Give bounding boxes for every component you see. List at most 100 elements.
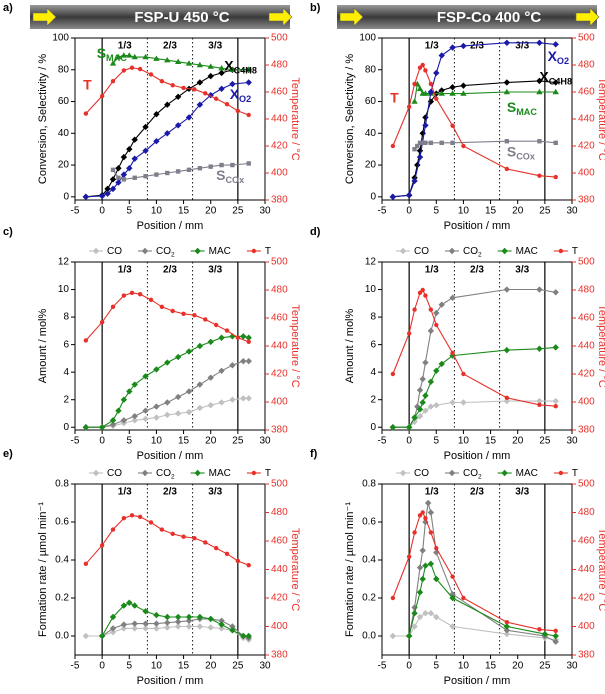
data-point (536, 286, 543, 293)
y2-axis-title: Temperature / °C (596, 528, 605, 611)
data-point (433, 549, 440, 556)
y2-tick-label: 440 (271, 114, 288, 125)
x-tick-label: 25 (232, 436, 244, 447)
data-point (185, 60, 193, 66)
legend-label: T (265, 468, 271, 479)
data-point (131, 602, 138, 609)
data-point (121, 293, 127, 298)
data-point (229, 396, 236, 403)
x-tick-label: 5 (434, 436, 440, 447)
y-tick-label: 2 (63, 394, 69, 405)
data-point (181, 311, 186, 317)
data-point (109, 185, 117, 193)
data-point (174, 618, 182, 625)
x-tick-label: 10 (458, 661, 470, 672)
data-point (422, 359, 429, 366)
data-point (196, 342, 204, 350)
data-point (109, 613, 117, 621)
series-label-main: S (507, 99, 516, 115)
x-tick-label: 5 (434, 206, 440, 217)
legend-label-main: CO (107, 468, 122, 479)
banner (30, 5, 290, 29)
y-tick-label: 12 (365, 257, 377, 268)
data-point (552, 397, 559, 405)
data-point (153, 620, 160, 627)
data-point (422, 122, 429, 129)
data-point (424, 499, 432, 507)
series-label-main: X (224, 57, 234, 73)
data-point (438, 360, 445, 368)
data-point (460, 399, 467, 406)
x-tick-label: 20 (512, 661, 524, 672)
y2-tick-label: 400 (271, 168, 288, 179)
series-label-sub: O2 (557, 56, 569, 66)
x-axis-title: Position / mm (444, 675, 511, 687)
x-axis-title: Position / mm (444, 450, 511, 462)
x-tick-label: 30 (259, 436, 271, 447)
data-point (82, 193, 90, 201)
y-tick-label: 0.2 (55, 593, 69, 604)
x-tick-label: -5 (71, 436, 80, 447)
x-tick-label: 30 (566, 206, 578, 217)
data-point (412, 307, 417, 312)
series-label-main: X (539, 68, 549, 84)
data-point (460, 42, 467, 50)
y2-tick-label: 380 (271, 425, 288, 436)
data-point (153, 414, 160, 421)
legend-label-main: MAC (516, 246, 538, 257)
x-tick-label: 5 (434, 661, 440, 672)
series-label-sub: COx (516, 152, 535, 162)
data-point (229, 623, 236, 630)
data-point (416, 406, 424, 413)
data-point (433, 309, 440, 317)
y2-tick-label: 380 (271, 650, 288, 661)
data-point (536, 39, 543, 46)
data-point (240, 333, 247, 340)
data-point (131, 625, 138, 632)
data-point (423, 68, 428, 73)
data-point (153, 611, 160, 619)
data-point (203, 91, 208, 96)
zone-label: 2/3 (470, 41, 484, 52)
legend-marker (194, 469, 201, 477)
x-tick-label: 15 (178, 661, 190, 672)
data-point (422, 610, 429, 617)
data-point (537, 139, 542, 144)
x-tick-label: 25 (232, 206, 244, 217)
zone-label: 3/3 (515, 265, 529, 276)
y2-tick-label: 460 (578, 536, 595, 547)
data-point (207, 91, 214, 99)
x-tick-label: -5 (378, 206, 387, 217)
data-point (427, 378, 435, 386)
y-tick-label: 80 (58, 64, 70, 75)
data-point (185, 613, 193, 621)
series-label-sub: COx (225, 175, 244, 185)
x-tick-label: 15 (485, 206, 497, 217)
data-point (132, 175, 137, 180)
data-point (503, 397, 511, 405)
data-point (438, 52, 445, 59)
data-point (246, 112, 251, 118)
data-point (218, 334, 225, 341)
y-tick-label: 0.6 (55, 517, 69, 528)
data-point (235, 558, 241, 564)
x-tick-label: -5 (71, 206, 80, 217)
data-point (142, 415, 149, 423)
x-tick-label: 0 (406, 206, 412, 217)
x-tick-label: 20 (205, 436, 217, 447)
data-point (98, 192, 106, 200)
zone-label: 1/3 (118, 41, 132, 52)
y-tick-label: 0.8 (362, 479, 376, 490)
data-point (185, 617, 193, 624)
data-point (235, 108, 241, 114)
data-point (503, 39, 511, 46)
data-point (174, 623, 182, 630)
series-label-main: T (83, 76, 92, 92)
data-point (428, 81, 434, 87)
legend-label-main: CO (156, 246, 171, 257)
legend-label: MAC (209, 468, 231, 479)
data-point (148, 297, 154, 302)
y-tick-label: 0.2 (362, 593, 376, 604)
data-point (422, 392, 429, 399)
data-point (218, 399, 225, 406)
